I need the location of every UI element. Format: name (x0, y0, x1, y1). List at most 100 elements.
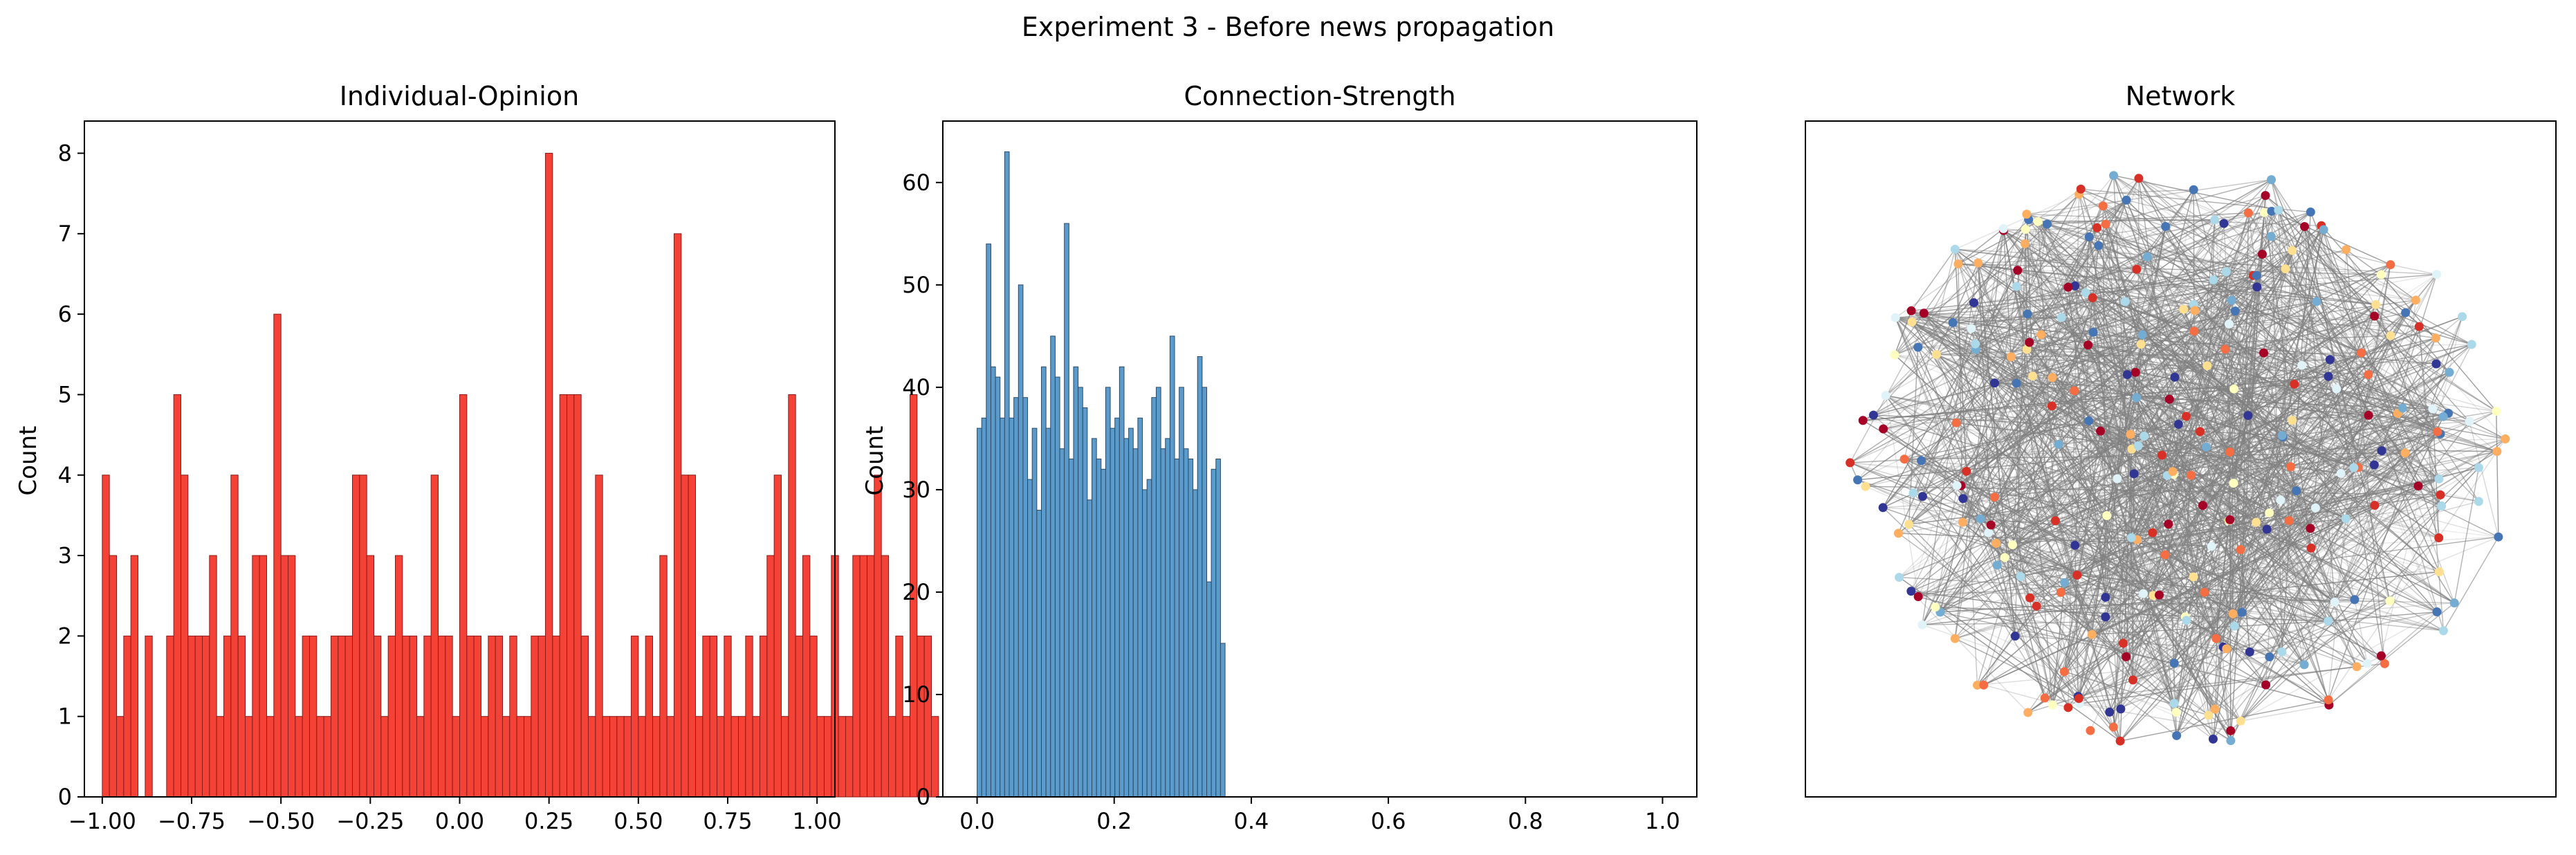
network-node (2428, 404, 2438, 414)
network-node (2083, 340, 2093, 350)
network-edge (2280, 410, 2497, 501)
network-node (2036, 330, 2046, 340)
network-edge (1894, 226, 2166, 356)
histogram-bar (652, 716, 661, 798)
network-edge (2153, 286, 2258, 596)
network-node (1998, 224, 2008, 234)
network-edge (2077, 646, 2224, 697)
histogram-bar (194, 635, 203, 798)
network-node (2160, 550, 2170, 560)
network-graph: Network (1805, 81, 2557, 798)
histogram-bar (1169, 335, 1175, 798)
network-edge (1996, 542, 2357, 668)
network-node (2021, 225, 2030, 235)
histogram-bar (309, 635, 318, 798)
opinion-histogram: Individual-Opinion Count −1.00 −0.75 −0.50… (15, 81, 939, 834)
network-edge (2074, 390, 2283, 436)
network-edge (1958, 228, 2004, 265)
network-edge (1882, 349, 2226, 508)
network-edge (2105, 223, 2440, 479)
network-edge (2143, 374, 2369, 594)
y-tick-label: 5 (58, 381, 72, 407)
network-edge (2126, 594, 2160, 657)
network-edge (1885, 395, 2166, 555)
network-edge (2122, 274, 2438, 644)
network-node (2380, 659, 2389, 668)
histogram-bar (1059, 448, 1065, 798)
network-edge (2079, 189, 2194, 195)
network-edge (1911, 590, 2106, 618)
network-edge (1975, 286, 2017, 344)
histogram-bar (380, 716, 389, 798)
network-edge (2281, 268, 2286, 652)
histogram-bar (331, 635, 339, 798)
network-edge (2214, 439, 2506, 710)
network-edge (2165, 226, 2355, 468)
network-edge (2270, 236, 2286, 269)
opinion-y-ticks: 0 1 2 3 4 5 6 7 8 (58, 140, 84, 810)
network-node (2128, 675, 2138, 685)
network-edge (1904, 344, 2472, 460)
network-node (2252, 517, 2261, 527)
network-node (2210, 704, 2220, 714)
network-edge (2029, 342, 2267, 686)
network-node (1976, 514, 1985, 524)
network-edge (2211, 414, 2369, 547)
histogram-bar (609, 716, 618, 798)
network-edge (2092, 179, 2272, 299)
network-node (2352, 662, 2362, 672)
network-edge (2131, 335, 2391, 450)
network-edge (1917, 347, 2227, 650)
network-edge (1911, 310, 2131, 435)
network-edge (2052, 445, 2139, 706)
network-edge (2092, 332, 2118, 479)
x-tick-label: 0.0 (959, 808, 995, 834)
network-edge (1917, 335, 2391, 598)
histogram-bar (1054, 376, 1060, 798)
network-edge (1894, 256, 2148, 356)
histogram-bar (923, 635, 932, 798)
network-node (2131, 367, 2140, 377)
network-edge (2068, 286, 2406, 454)
histogram-bar (109, 555, 118, 798)
network-edge (2012, 450, 2498, 546)
network-edge (2390, 264, 2437, 275)
network-edge (2016, 286, 2226, 350)
histogram-bar (502, 716, 510, 798)
network-node (2237, 607, 2247, 617)
histogram-bar (1146, 479, 1152, 798)
network-edge (2303, 226, 2359, 468)
network-node (1962, 466, 1971, 476)
network-edge (2131, 300, 2232, 450)
histogram-bar (1050, 335, 1056, 798)
network-edge (2016, 383, 2227, 650)
network-node (2171, 708, 2181, 717)
network-edge (1975, 343, 2131, 435)
histogram-bar (986, 243, 991, 798)
network-edge (2176, 715, 2209, 736)
network-edge (2064, 397, 2137, 583)
histogram-bar (130, 555, 139, 798)
network-node (2108, 722, 2118, 732)
histogram-bar (638, 716, 646, 798)
network-edge (2265, 600, 2391, 686)
histogram-bar (910, 394, 918, 798)
network-node (2364, 410, 2373, 420)
network-node (2012, 282, 2021, 291)
histogram-bar (495, 635, 504, 798)
network-edge (1922, 620, 2187, 625)
strength-title: Connection-Strength (1184, 81, 1455, 111)
network-node (2059, 667, 2069, 677)
network-edge (2374, 464, 2440, 479)
histogram-bar (977, 428, 982, 798)
network-node (1974, 258, 1983, 268)
network-edge (2058, 287, 2069, 445)
network-edge (2256, 286, 2362, 353)
x-tick-label: 0.8 (1508, 808, 1543, 834)
histogram-bar (1013, 397, 1019, 798)
histogram-bar (766, 555, 775, 798)
histogram-bar (252, 555, 260, 798)
network-edge (1885, 395, 2110, 712)
network-edge (2068, 365, 2303, 708)
network-node (2369, 460, 2379, 470)
